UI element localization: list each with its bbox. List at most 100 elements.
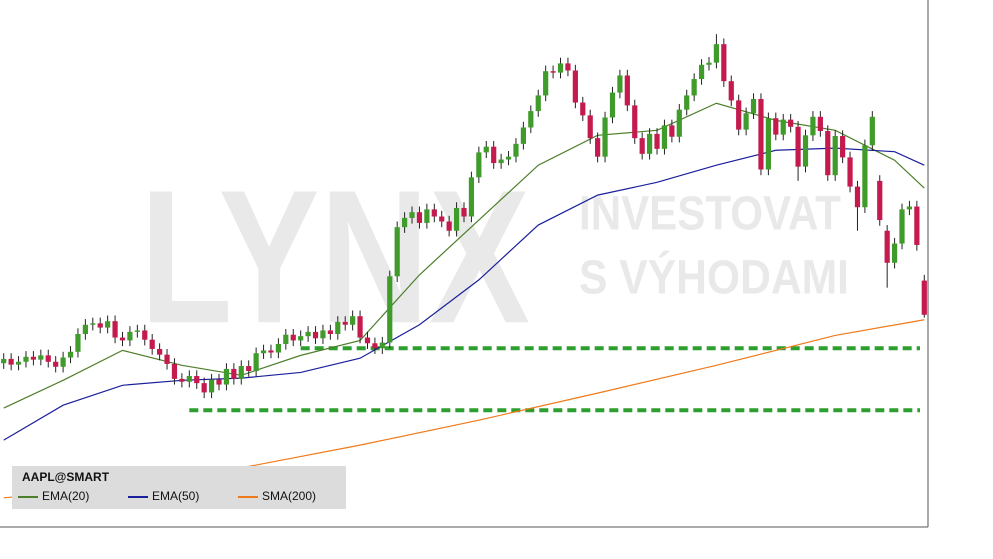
candle-body	[223, 368, 230, 385]
candle-body	[431, 209, 437, 217]
candle-body	[580, 102, 586, 116]
candle-body	[669, 125, 675, 137]
candle-body	[602, 117, 608, 157]
candle-body	[238, 366, 244, 379]
candle-body	[357, 316, 363, 338]
candle-body	[394, 227, 400, 277]
legend-title: AAPL@SMART	[22, 470, 110, 484]
candle-body	[795, 126, 801, 167]
candle-body	[713, 44, 720, 63]
candle-body	[320, 330, 326, 339]
watermark: LYNX INVESTOVAT S VÝHODAMI	[140, 151, 849, 363]
candle-body	[30, 356, 37, 360]
candle-body	[565, 63, 571, 71]
candle-body	[342, 321, 348, 325]
candle-body	[127, 331, 133, 341]
candle-body	[402, 217, 408, 228]
candle-body	[350, 316, 356, 325]
candle-body	[661, 125, 668, 149]
candle-body	[305, 331, 311, 337]
candle-body	[45, 355, 51, 362]
candle-body	[654, 133, 660, 149]
candle-body	[750, 98, 757, 114]
candle-body	[780, 119, 786, 135]
candle-body	[847, 157, 853, 187]
candle-body	[773, 118, 779, 135]
candle-body	[461, 207, 467, 217]
candle-body	[854, 186, 861, 208]
candle-body	[884, 230, 890, 263]
watermark-logo: LYNX	[140, 151, 530, 363]
candle-body	[840, 136, 846, 158]
candle-body	[476, 152, 482, 178]
watermark-text: INVESTOVAT	[579, 188, 841, 241]
candle-body	[335, 321, 341, 335]
candle-body	[82, 324, 88, 335]
candle-body	[453, 207, 460, 231]
candle-body	[877, 180, 883, 221]
candle-body	[179, 378, 185, 382]
candle-body	[409, 212, 415, 218]
candle-body	[105, 321, 111, 328]
candle-body	[684, 95, 690, 110]
candle-body	[134, 330, 140, 332]
candle-body	[825, 131, 831, 176]
candle-body	[468, 177, 475, 217]
candle-body	[290, 334, 296, 341]
legend-label: SMA(200)	[262, 489, 316, 503]
candle-body	[194, 376, 200, 384]
candle-body	[416, 212, 423, 223]
candle-body	[283, 334, 289, 344]
candle-body	[721, 44, 727, 82]
candle-body	[758, 98, 764, 170]
indicator-line	[3, 102, 925, 409]
candle-body	[632, 105, 638, 139]
candle-body	[832, 136, 838, 176]
candle-body	[119, 337, 126, 341]
candle-body	[186, 376, 192, 382]
candle-body	[802, 135, 809, 167]
candle-body	[513, 143, 519, 157]
candle-body	[891, 243, 898, 263]
candle-body	[728, 81, 734, 101]
candle-body	[312, 331, 319, 339]
candle-body	[491, 146, 497, 164]
candle-body	[624, 75, 630, 106]
candle-body	[698, 64, 705, 80]
candle-body	[609, 92, 616, 118]
candle-body	[379, 342, 385, 349]
candle-body	[246, 366, 252, 372]
candle-body	[298, 336, 304, 341]
legend: AAPL@SMART EMA(20) EMA(50) SMA(200)	[12, 466, 346, 509]
candle-body	[914, 206, 920, 245]
candle-body	[268, 350, 274, 353]
candle-body	[691, 79, 697, 96]
candle-body	[38, 355, 44, 360]
candle-body	[617, 75, 623, 93]
legend-box	[12, 466, 346, 509]
candle-body	[520, 127, 526, 144]
candle-body	[505, 156, 512, 160]
candle-body	[157, 348, 163, 355]
candle-body	[275, 343, 281, 353]
candle-body	[817, 116, 823, 132]
candle-body	[97, 323, 103, 328]
candle-body	[572, 70, 578, 103]
candle-body	[53, 361, 59, 367]
candle-body	[639, 138, 645, 154]
candle-body	[67, 351, 74, 358]
candle-body	[164, 354, 170, 364]
candle-body	[595, 138, 601, 157]
candle-body	[535, 95, 541, 112]
legend-label: EMA(50)	[152, 489, 199, 503]
candle-body	[8, 358, 14, 365]
candle-body	[90, 323, 96, 325]
candle-body	[439, 216, 445, 222]
watermark-text: S VÝHODAMI	[579, 251, 849, 305]
candle-body	[75, 334, 81, 352]
candle-body	[550, 71, 556, 73]
candle-body	[60, 357, 66, 367]
candle-body	[736, 100, 742, 130]
